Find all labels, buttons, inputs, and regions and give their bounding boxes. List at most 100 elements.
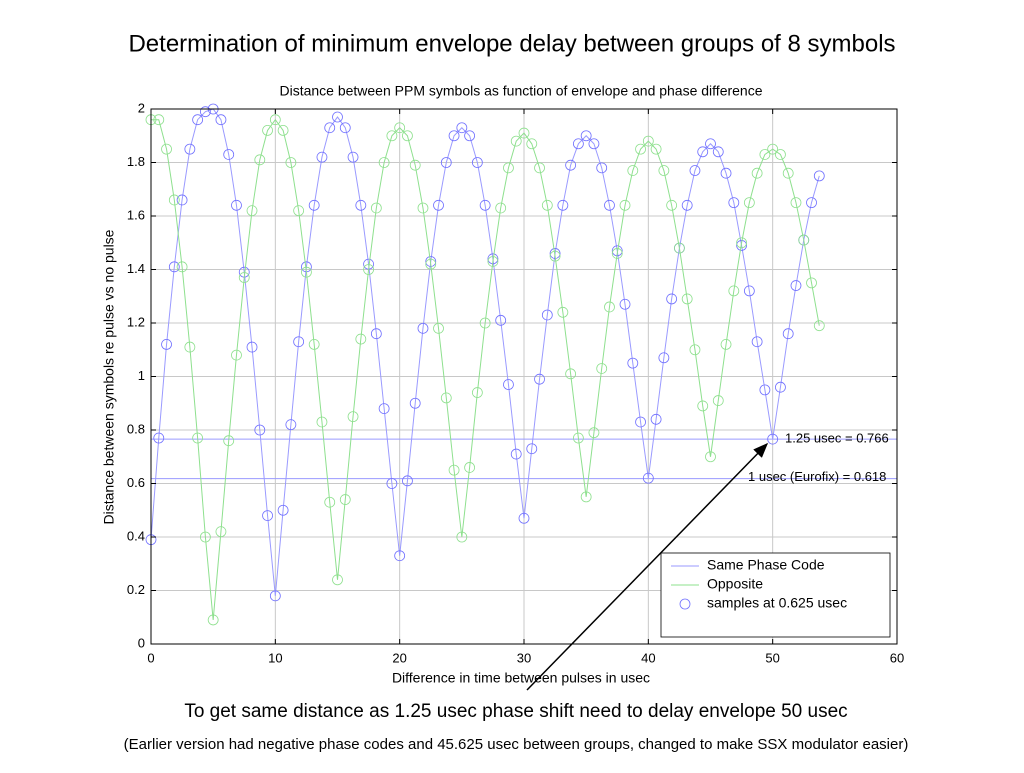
y-tick-label: 0.8 [127,421,145,436]
sample-marker [370,202,382,214]
sample-marker [526,443,538,455]
sample-marker [363,264,374,275]
sample-marker [518,512,530,524]
sample-marker [215,114,227,126]
sample-marker [456,122,468,134]
sample-marker [378,403,390,415]
sample-marker [464,462,476,473]
y-tick-label: 1.6 [127,207,145,222]
sample-marker [580,491,592,503]
sample-marker [565,159,577,171]
sample-marker [464,130,476,142]
x-tick-label: 0 [147,650,154,665]
sample-marker [705,451,716,463]
y-tick-label: 0.6 [127,475,145,490]
sample-marker [456,531,468,543]
sample-marker [743,285,755,297]
sample-marker [728,285,740,297]
sample-marker [806,197,817,209]
sample-marker [262,124,273,136]
sample-marker [759,384,771,396]
sample-marker [790,280,802,291]
conclusion: To get same distance as 1.25 usec phase … [184,701,847,722]
sample-marker [510,135,522,147]
sample-marker [580,130,592,142]
sample-marker [308,199,320,211]
sample-marker [588,138,600,150]
sample-marker [565,368,577,380]
sample-marker [246,341,258,353]
y-axis-label: Distance between symbols re pulse vs no … [101,229,117,524]
slide-title: Determination of minimum envelope delay … [128,30,895,57]
sample-marker [479,199,491,211]
sample-marker [370,328,382,340]
y-tick-label: 1.2 [127,314,145,329]
x-tick-label: 20 [392,650,406,665]
sample-marker [223,149,235,160]
sample-marker [347,151,359,163]
sample-marker [596,363,608,374]
sample-marker [627,165,639,176]
sample-marker [440,392,452,404]
sample-marker [471,387,483,398]
sample-marker [433,199,444,211]
chart-title: Distance between PPM symbols as function… [279,83,762,99]
sample-marker [775,149,786,160]
sample-marker [487,256,499,267]
sample-marker [324,122,336,134]
y-tick-label: 1.8 [127,154,145,169]
sample-marker [751,167,763,179]
y-tick-label: 0.2 [127,582,145,597]
arrow [526,442,769,691]
sample-marker [378,157,390,168]
sample-marker [658,352,670,364]
sample-marker [448,464,460,476]
sample-marker [689,165,701,176]
y-tick-label: 0 [138,635,145,650]
sample-marker [332,111,343,123]
sample-marker [782,328,794,340]
sample-marker [681,293,693,305]
sample-marker [635,143,646,155]
sample-marker [339,494,351,505]
sample-marker [301,266,312,278]
sample-marker [526,138,538,150]
x-tick-label: 50 [765,650,779,665]
sample-marker [619,199,631,211]
sample-marker [604,199,615,211]
sample-marker [161,338,172,350]
x-axis-label: Difference in time between pulses in use… [392,670,650,686]
sample-marker [223,435,235,447]
sample-marker [394,122,406,134]
sample-marker [596,162,608,174]
sample-marker [572,432,584,444]
sample-marker [518,127,530,139]
sample-marker [153,432,165,444]
sample-marker [293,336,305,348]
sample-marker [697,146,709,158]
sample-marker [277,504,289,516]
sample-marker [611,248,623,259]
sample-marker [316,416,328,428]
sample-marker [262,510,273,521]
sample-marker [549,250,561,262]
y-tick-label: 1.4 [127,261,145,276]
sample-marker [813,170,825,182]
sample-marker [588,427,600,439]
sample-marker [534,373,545,385]
sample-marker [285,419,297,431]
sample-marker [767,143,779,155]
sample-marker [681,199,693,211]
sample-marker [627,357,639,369]
sample-marker [394,550,406,562]
sample-marker [339,122,351,134]
sample-marker [798,234,810,246]
sample-marker [689,344,701,356]
sample-marker [782,167,794,179]
sample-marker [712,146,724,158]
sample-marker [386,478,398,489]
y-tick-label: 0.4 [127,528,145,543]
sample-marker [495,202,507,214]
sample-marker [409,397,421,409]
